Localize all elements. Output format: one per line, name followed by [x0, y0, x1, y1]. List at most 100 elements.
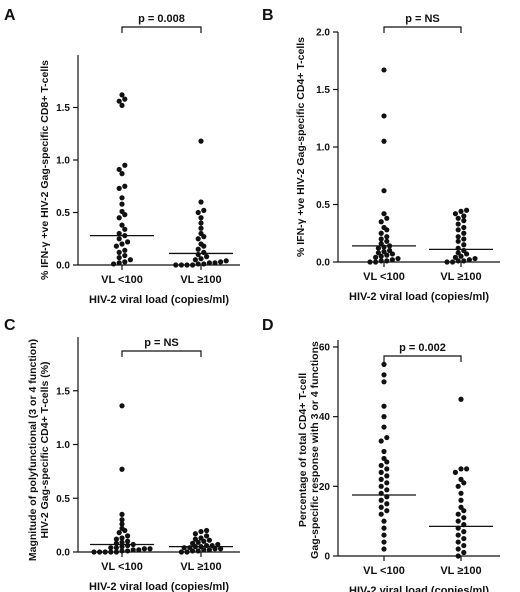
y-tick-label: 0.0: [56, 548, 70, 559]
data-point: [198, 220, 204, 226]
data-point: [381, 379, 387, 385]
data-point: [464, 466, 470, 472]
data-point: [455, 539, 461, 545]
data-point: [173, 262, 179, 268]
data-point: [384, 501, 390, 507]
p-value-label: p = 0.002: [399, 342, 446, 354]
y-axis-title-line: % IFN-γ +ve HIV-2 Gag-specific CD8+ T-ce…: [39, 60, 51, 280]
data-point: [455, 221, 461, 227]
data-point: [184, 549, 190, 555]
x-axis-title: HIV-2 viral load (copies/ml): [89, 581, 229, 592]
data-point: [381, 211, 387, 217]
data-point: [452, 254, 458, 260]
data-point: [122, 259, 128, 265]
data-point: [381, 403, 387, 409]
data-point: [119, 548, 125, 554]
y-tick-label: 0: [324, 552, 330, 563]
data-point: [461, 242, 467, 248]
y-tick-label: 2.0: [316, 28, 330, 39]
data-point: [198, 215, 204, 221]
data-point: [116, 98, 122, 104]
data-point: [466, 257, 472, 263]
data-point: [461, 529, 467, 535]
x-category-label: VL <100: [363, 271, 405, 283]
data-point: [119, 171, 125, 177]
data-point: [201, 249, 207, 255]
data-point: [384, 238, 390, 244]
y-tick-label: 0.0: [316, 258, 330, 269]
data-point: [381, 539, 387, 545]
data-point: [204, 527, 210, 534]
data-point: [389, 251, 395, 257]
x-category-label: VL <100: [101, 561, 143, 573]
data-point: [119, 208, 125, 215]
data-point: [119, 535, 125, 541]
data-point: [381, 525, 387, 531]
x-axis-title: HIV-2 viral load (copies/ml): [349, 291, 489, 303]
data-point: [113, 545, 119, 551]
y-tick-label: 1.5: [316, 85, 330, 96]
data-point: [195, 548, 201, 554]
data-point: [119, 241, 125, 247]
panel-c: C 0.0 0.5 1.0 1.5 VL <100 VL ≥100 HIV-2 viral l…: [4, 317, 240, 592]
data-point: [190, 262, 196, 268]
y-tick-label: 0.5: [56, 494, 70, 505]
data-point: [472, 255, 478, 262]
p-value-label: p = 0.008: [138, 13, 185, 25]
data-point: [367, 259, 373, 265]
data-point: [458, 490, 464, 496]
data-point: [116, 215, 122, 221]
data-point: [378, 483, 384, 489]
data-point: [450, 259, 456, 265]
y-tick-label: 60: [319, 342, 331, 353]
data-point: [97, 549, 103, 555]
data-point: [373, 254, 379, 260]
data-point: [455, 483, 461, 489]
data-point: [181, 545, 187, 551]
panel-letter: D: [262, 317, 274, 334]
data-point: [122, 183, 128, 189]
data-point: [461, 542, 467, 549]
data-point: [373, 259, 379, 265]
data-point: [119, 517, 125, 523]
data-point: [461, 258, 467, 264]
data-point: [192, 531, 198, 537]
y-axis-title-line: Gag-specific response with 3 or 4 functi…: [309, 341, 321, 559]
data-point: [378, 258, 384, 264]
data-point: [147, 546, 153, 552]
x-category-label: VL <100: [101, 274, 143, 286]
y-tick-label: 0.5: [56, 208, 70, 219]
data-point: [395, 255, 401, 262]
y-axis-title: Percentage of total CD4+ T-cellGag-speci…: [297, 341, 321, 559]
data-point: [119, 92, 125, 98]
data-point: [464, 207, 470, 213]
data-point: [119, 201, 125, 207]
data-point: [215, 541, 221, 548]
data-point: [381, 455, 387, 462]
panel-letter: B: [262, 7, 274, 24]
data-point: [223, 258, 229, 264]
data-point: [218, 546, 224, 552]
data-point: [381, 424, 387, 430]
data-point: [218, 259, 224, 265]
data-point: [384, 480, 390, 486]
data-point: [444, 259, 450, 265]
y-tick-label: 0.5: [316, 200, 330, 211]
data-point: [384, 234, 390, 240]
data-point: [198, 241, 204, 247]
data-point: [111, 261, 117, 267]
data-point: [458, 253, 464, 259]
data-point: [375, 245, 381, 251]
data-point: [122, 247, 128, 253]
data-point: [130, 547, 136, 553]
y-tick-label: 1.5: [56, 103, 70, 114]
x-category-label: VL ≥100: [180, 561, 221, 573]
data-point: [204, 254, 210, 260]
data-point: [378, 504, 384, 510]
data-point: [187, 545, 193, 551]
data-point: [378, 469, 384, 475]
significance-bracket: [121, 26, 202, 33]
y-tick-label: 1.0: [56, 440, 70, 451]
data-point: [125, 533, 131, 539]
data-point: [378, 230, 384, 236]
